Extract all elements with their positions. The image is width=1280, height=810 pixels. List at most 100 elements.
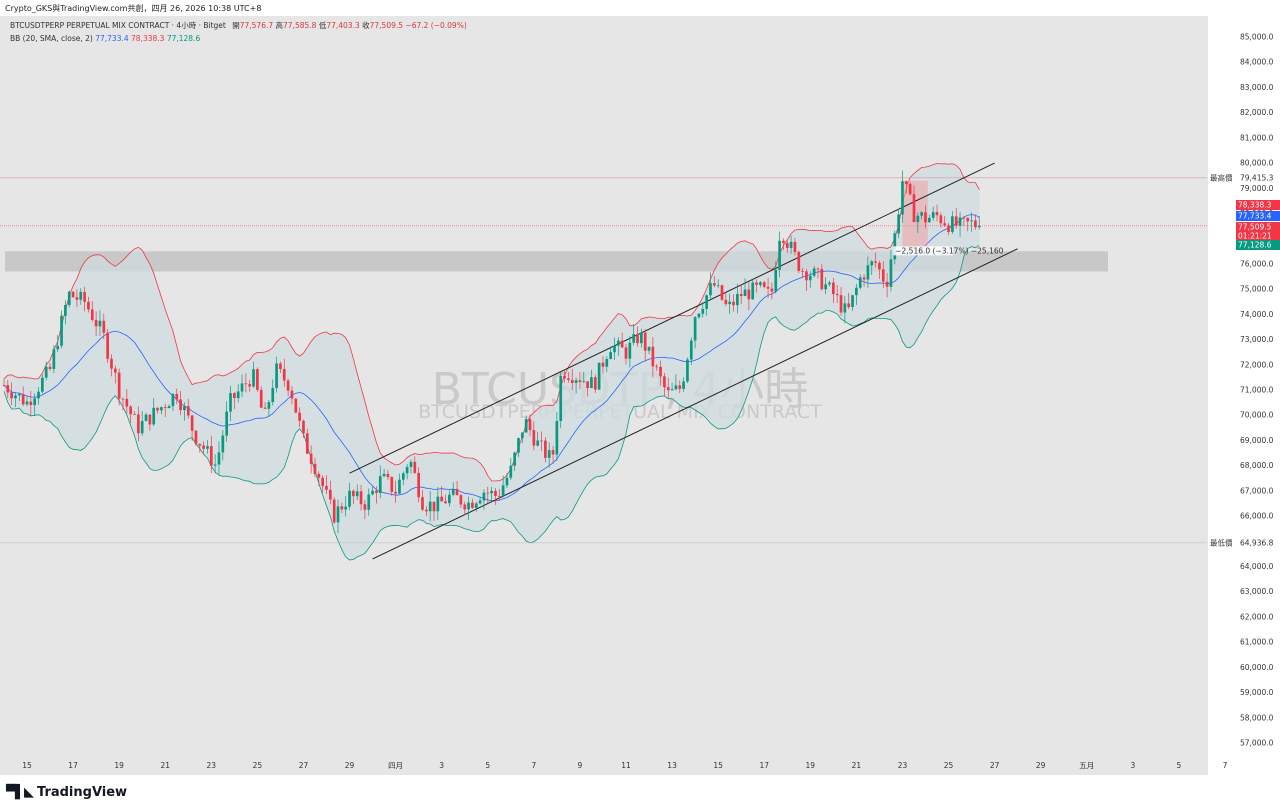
price-tag	[1236, 222, 1280, 232]
candle-body	[755, 282, 758, 285]
candle-body	[202, 445, 205, 449]
tradingview-logo[interactable]: ▀▌◣ TradingView	[6, 785, 127, 800]
candle-body	[540, 440, 543, 442]
candle-body	[21, 393, 25, 405]
candle-body	[574, 380, 578, 384]
candle-body	[2, 384, 6, 386]
low-label: 低	[318, 21, 327, 30]
x-tick-label: 11	[621, 761, 631, 770]
candle-body	[378, 476, 382, 493]
candle-body	[494, 490, 497, 496]
candle-body	[797, 251, 801, 271]
candle-body	[762, 282, 766, 287]
candle-body	[286, 380, 290, 391]
price-tag-text: 77,733.4	[1238, 212, 1272, 221]
candle-body	[240, 383, 244, 392]
candle-body	[371, 490, 374, 495]
candle-body	[578, 380, 582, 382]
candle-body	[79, 291, 83, 300]
candle-body	[175, 393, 179, 400]
candle-body	[467, 502, 470, 510]
candle-body	[60, 315, 63, 346]
candle-body	[847, 303, 851, 308]
candle-body	[10, 392, 13, 399]
candle-body	[693, 317, 697, 341]
y-tick-label: 61,000.0	[1240, 638, 1274, 647]
candle-body	[359, 491, 363, 505]
candle-body	[401, 473, 405, 480]
candle-body	[344, 506, 348, 510]
candle-body	[686, 359, 689, 382]
candle-body	[248, 384, 252, 387]
candle-body	[448, 494, 451, 504]
y-tick-label: 69,000.0	[1240, 436, 1274, 445]
candle-body	[217, 452, 221, 465]
candle-body	[336, 506, 340, 523]
candle-body	[593, 377, 597, 390]
candle-body	[724, 299, 728, 305]
candle-body	[513, 452, 516, 466]
candle-body	[413, 461, 417, 473]
candle-body	[881, 269, 885, 282]
candle-body	[405, 466, 409, 474]
candle-body	[440, 496, 444, 502]
x-tick-label: 21	[852, 761, 862, 770]
candle-body	[355, 491, 359, 497]
candle-body	[736, 293, 739, 306]
candle-body	[674, 385, 678, 390]
candle-body	[628, 342, 632, 359]
indicator-legend[interactable]: BTCUSDTPERP PERPETUAL MIX CONTRACT · 4小時…	[10, 21, 467, 43]
candle-body	[659, 366, 662, 377]
y-tick-label: 85,000.0	[1240, 33, 1274, 42]
candle-body	[613, 345, 616, 353]
candle-body	[179, 399, 182, 411]
candle-body	[302, 420, 305, 434]
candle-body	[624, 347, 628, 359]
chart-title-line: Crypto_GKS與TradingView.com共創，四月 26, 2026…	[5, 3, 261, 14]
bb-upper-line	[3, 163, 980, 482]
y-tick-label: 59,000.0	[1240, 688, 1274, 697]
x-tick-label: 23	[898, 761, 908, 770]
candle-body	[743, 289, 747, 297]
candle-body	[463, 504, 467, 510]
candle-body	[709, 283, 712, 296]
candle-body	[186, 406, 190, 416]
price-chart[interactable]: BTCUSDTP, 4小時BTCUSDTPERP PERPETUAL MIX C…	[0, 16, 1280, 775]
candle-body	[874, 261, 877, 263]
candle-body	[244, 383, 248, 385]
candle-body	[125, 398, 129, 407]
channel-upper-line	[349, 162, 995, 474]
price-tag	[1236, 231, 1280, 241]
y-tick-label: 58,000.0	[1240, 713, 1274, 722]
candle-body	[655, 366, 659, 368]
candle-body	[190, 415, 194, 431]
candle-body	[133, 414, 136, 415]
tradingview-brand: TradingView	[37, 785, 128, 800]
change-value: −67.2 (−0.09%)	[405, 21, 467, 30]
candle-body	[889, 259, 893, 287]
bb-lower-line	[3, 244, 980, 561]
candle-body	[816, 268, 820, 270]
candle-body	[793, 241, 797, 252]
candle-body	[547, 450, 551, 458]
price-line-label-bg	[1208, 172, 1280, 183]
x-tick-label: 五月	[1079, 761, 1094, 770]
candle-body	[294, 398, 298, 413]
candle-body	[536, 440, 540, 446]
candle-body	[544, 440, 547, 458]
candle-body	[682, 381, 685, 389]
candle-body	[367, 494, 371, 510]
x-tick-label: 27	[990, 761, 1000, 770]
candle-body	[94, 320, 98, 327]
candle-body	[908, 184, 912, 195]
candle-body	[271, 387, 275, 403]
candle-body	[290, 390, 294, 399]
candle-body	[398, 479, 401, 494]
candle-body	[789, 241, 793, 248]
candle-body	[647, 346, 651, 351]
x-tick-label: 9	[578, 761, 583, 770]
y-tick-label: 70,000.0	[1240, 411, 1274, 420]
price-tag	[1236, 211, 1280, 221]
tradingview-logo-icon: ▀▌◣	[6, 785, 34, 800]
candle-body	[229, 393, 232, 412]
